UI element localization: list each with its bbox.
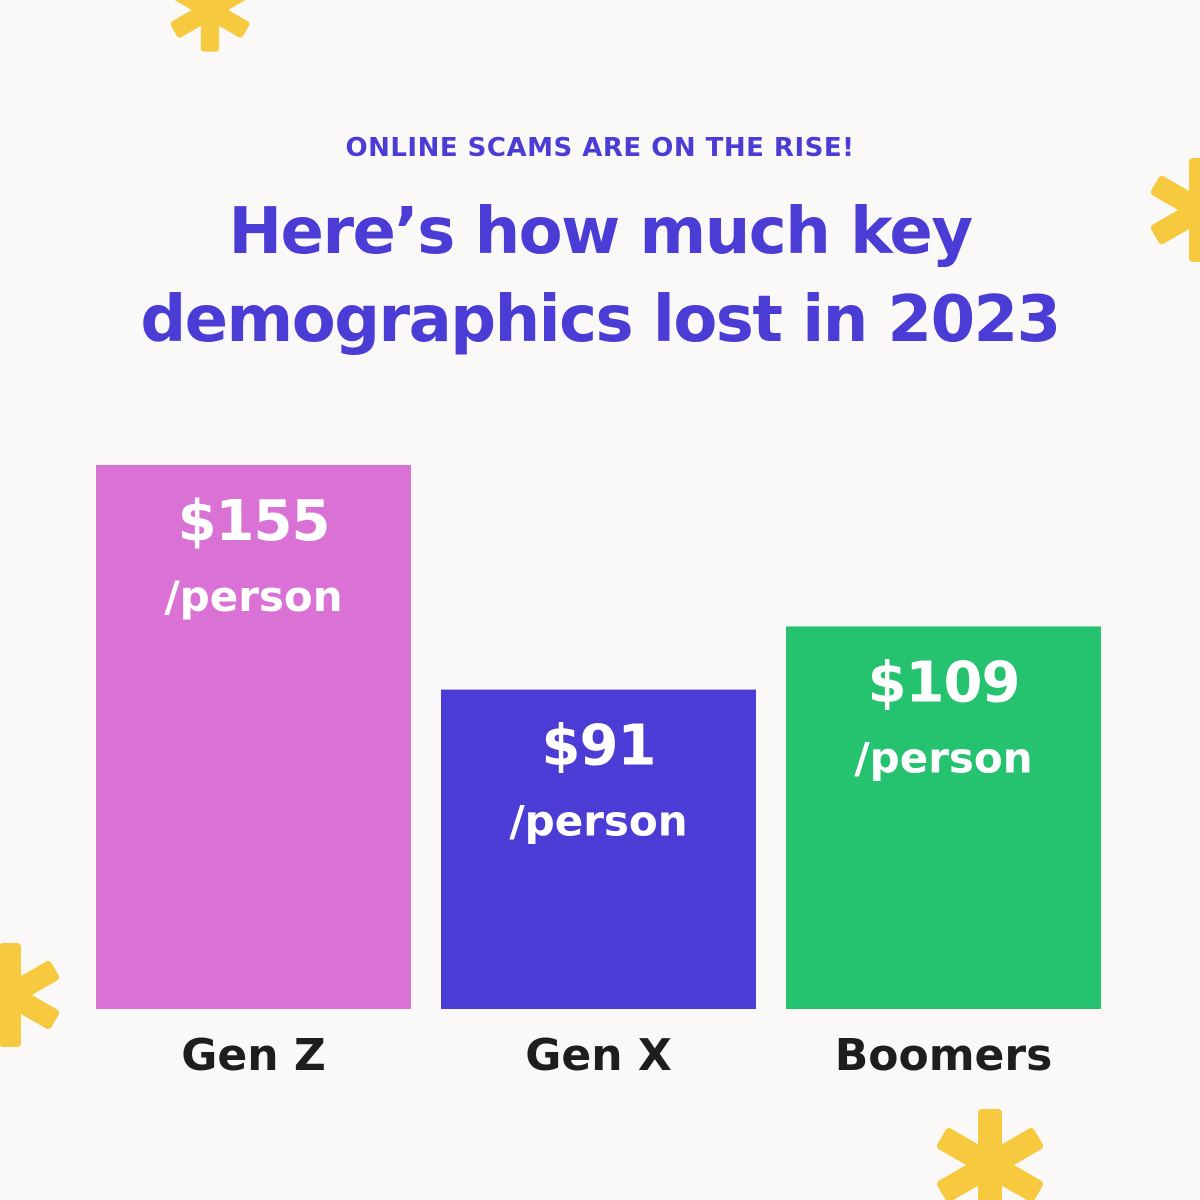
page-title: Here’s how much key demographics lost in… <box>0 188 1200 364</box>
bar-value-label: $109 <box>868 650 1020 715</box>
bar-gen-x <box>441 689 756 1009</box>
category-label: Gen Z <box>181 1030 326 1081</box>
title-line-1: Here’s how much key <box>228 195 973 269</box>
bar-value-label: $91 <box>542 714 656 779</box>
bar-unit-label: /person <box>509 797 687 846</box>
title-line-2: demographics lost in 2023 <box>140 283 1061 357</box>
asterisk-icon <box>170 0 250 52</box>
bar-boomers <box>786 626 1101 1009</box>
eyebrow-text: ONLINE SCAMS ARE ON THE RISE! <box>345 133 855 163</box>
bar-unit-label: /person <box>164 572 342 621</box>
category-label: Boomers <box>835 1030 1053 1081</box>
asterisk-icon <box>936 1109 1044 1200</box>
category-label: Gen X <box>525 1030 672 1081</box>
bar-value-label: $155 <box>178 489 330 554</box>
asterisk-icon <box>1150 158 1200 262</box>
bar-gen-z <box>96 465 411 1009</box>
bar-unit-label: /person <box>854 733 1032 782</box>
asterisk-icon <box>0 943 60 1047</box>
